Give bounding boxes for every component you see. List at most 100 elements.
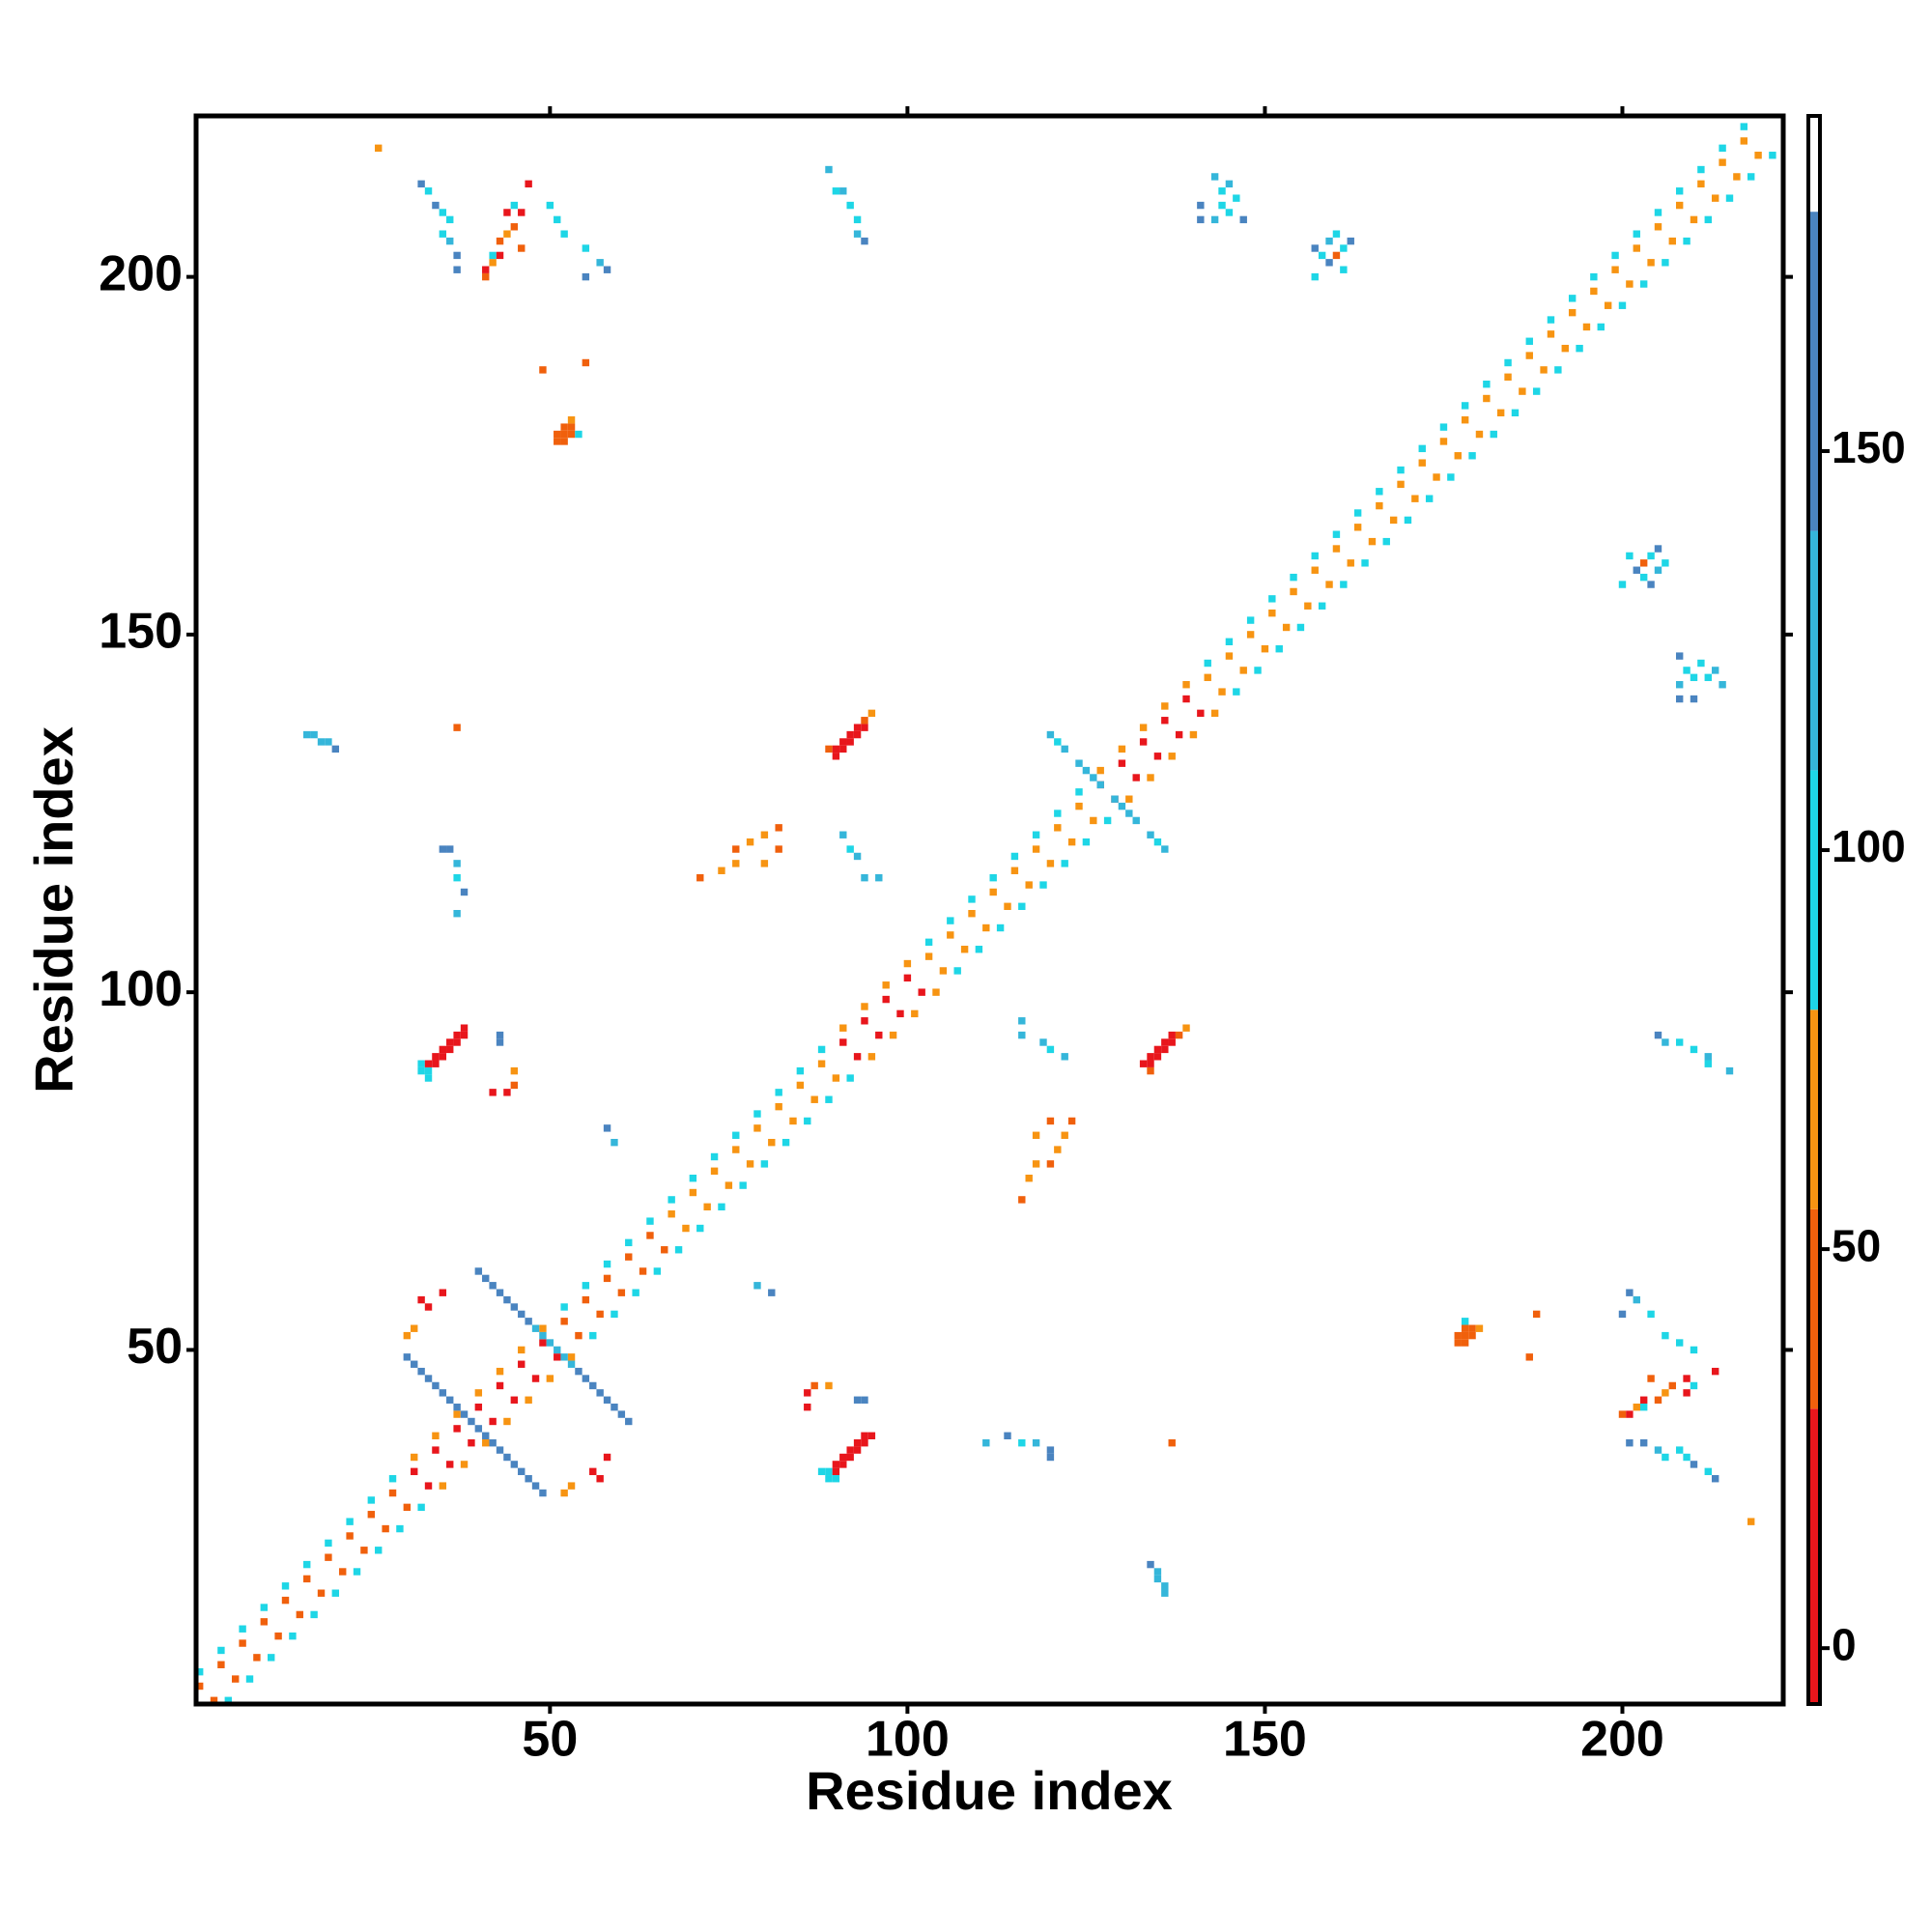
cell xyxy=(1418,444,1426,453)
cell xyxy=(1311,552,1319,560)
cell xyxy=(460,1024,469,1032)
cell-mirror xyxy=(424,1482,433,1490)
cell-mirror xyxy=(1347,559,1354,567)
cell-mirror xyxy=(403,1503,412,1512)
cell-mirror xyxy=(1004,1432,1011,1439)
cell xyxy=(947,917,954,924)
cell-mirror xyxy=(1153,1575,1162,1583)
cell xyxy=(510,223,519,231)
y-tick-label: 50 xyxy=(127,1319,183,1375)
cell xyxy=(424,1066,433,1075)
cell xyxy=(303,730,311,739)
cell-mirror xyxy=(1675,1038,1684,1046)
cell xyxy=(196,1682,204,1690)
cell xyxy=(1096,766,1104,775)
cell xyxy=(518,1310,526,1319)
cell xyxy=(582,1295,590,1304)
cell xyxy=(453,910,461,918)
cell-mirror xyxy=(1004,902,1011,910)
cell-mirror xyxy=(489,1417,497,1426)
cell-mirror xyxy=(1733,173,1741,181)
cell-mirror xyxy=(603,1396,611,1404)
cell-mirror xyxy=(1275,645,1283,653)
cell-mirror xyxy=(1626,1410,1634,1418)
cell-mirror xyxy=(546,1375,554,1382)
cell xyxy=(439,209,447,216)
cell-mirror xyxy=(224,1696,233,1704)
x-tick-label: 50 xyxy=(522,1712,578,1768)
cell-mirror xyxy=(1475,430,1484,439)
cell xyxy=(1054,824,1062,832)
cell xyxy=(1325,259,1333,267)
cell xyxy=(1061,745,1068,753)
cell-mirror xyxy=(1597,323,1605,331)
cell xyxy=(546,1339,554,1347)
cell xyxy=(775,1089,782,1096)
cell-mirror xyxy=(1032,1160,1040,1168)
cell xyxy=(582,272,590,281)
cell xyxy=(1082,766,1091,775)
cell xyxy=(989,888,997,896)
cell xyxy=(1218,201,1226,210)
cell xyxy=(1697,165,1705,174)
cell-mirror xyxy=(1061,860,1068,867)
cell-mirror xyxy=(696,1224,704,1233)
cell-mirror xyxy=(1111,795,1119,803)
cell-mirror xyxy=(1647,552,1655,560)
cell xyxy=(560,430,568,439)
cell xyxy=(446,845,454,853)
cell-mirror xyxy=(875,1031,883,1039)
cell-mirror xyxy=(1662,1389,1669,1397)
cell-mirror xyxy=(753,1282,761,1290)
cell-mirror xyxy=(846,1453,854,1462)
cell xyxy=(367,1511,376,1519)
cell xyxy=(432,201,440,210)
cell xyxy=(567,423,576,431)
cell xyxy=(753,1124,761,1132)
cell xyxy=(489,251,497,260)
heatmap-cells xyxy=(196,123,1776,1704)
cell-mirror xyxy=(1261,645,1269,653)
cell-mirror xyxy=(861,1432,868,1439)
cell-mirror xyxy=(789,1117,797,1125)
cell xyxy=(1740,137,1747,145)
cell xyxy=(554,430,561,439)
cell xyxy=(710,1152,719,1161)
cell xyxy=(446,237,454,245)
cell-mirror xyxy=(1046,860,1055,867)
cell xyxy=(875,873,883,882)
cell-mirror xyxy=(1461,1331,1469,1340)
cell xyxy=(1090,774,1097,781)
cell xyxy=(1075,802,1083,810)
cell-mirror xyxy=(1318,602,1326,610)
cell xyxy=(460,1410,469,1418)
cell-mirror xyxy=(1061,1053,1068,1061)
cell-mirror xyxy=(867,1432,876,1439)
cell xyxy=(510,1081,519,1090)
cell xyxy=(1210,173,1219,181)
y-tick-label: 200 xyxy=(99,245,183,301)
cell xyxy=(453,1410,461,1418)
cell-mirror xyxy=(1704,215,1712,224)
cell xyxy=(668,1196,675,1204)
colorbar-segment xyxy=(1808,1208,1820,1409)
cell-mirror xyxy=(1139,1060,1148,1067)
colorbar-tick-label: 0 xyxy=(1832,1619,1857,1669)
cell-mirror xyxy=(1132,774,1140,781)
cell-mirror xyxy=(1690,1045,1698,1054)
cell-mirror xyxy=(603,1453,611,1462)
cell xyxy=(924,938,933,947)
cell-mirror xyxy=(1496,409,1505,417)
cell xyxy=(496,1038,504,1046)
cell-mirror xyxy=(1025,881,1033,889)
cell xyxy=(554,215,561,224)
cell-mirror xyxy=(1532,387,1541,395)
cell-mirror xyxy=(232,1675,240,1683)
cell-mirror xyxy=(1683,1453,1690,1462)
cell xyxy=(853,852,862,861)
cell xyxy=(503,1089,511,1096)
cell-mirror xyxy=(1639,1439,1648,1447)
cell-mirror xyxy=(1061,1131,1068,1139)
cell xyxy=(560,438,568,445)
